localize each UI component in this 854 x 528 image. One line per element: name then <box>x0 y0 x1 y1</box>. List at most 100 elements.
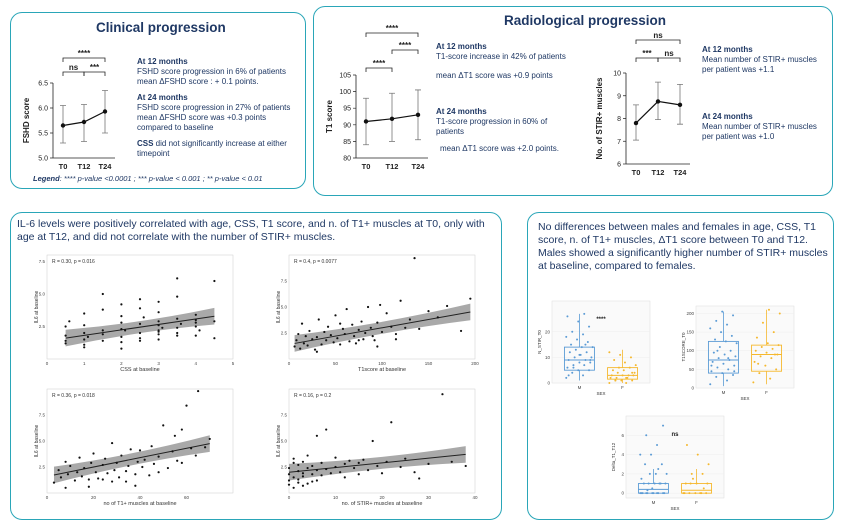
data-point <box>292 461 295 464</box>
nstir-box-chart: 0 10 20N_STIR_T0 SEX M F **** <box>537 300 651 396</box>
data-point <box>295 339 298 342</box>
data-point <box>724 340 727 343</box>
data-point <box>625 376 628 379</box>
y-axis-label: T1SCORE_T0 <box>681 332 686 362</box>
data-point <box>720 331 723 334</box>
data-point <box>734 355 737 358</box>
data-point <box>459 329 463 333</box>
data-point <box>120 454 123 457</box>
data-point <box>427 462 430 465</box>
data-point <box>301 475 305 478</box>
data-point <box>339 322 342 325</box>
data-point <box>376 345 379 348</box>
data-point <box>415 112 421 118</box>
data-point <box>83 466 86 470</box>
data-point <box>760 346 763 348</box>
data-point <box>399 299 402 302</box>
y-tick-label: 10 <box>545 355 551 360</box>
y-tick-label: 7.5 <box>281 413 288 418</box>
data-point <box>297 463 300 467</box>
data-point <box>124 329 127 332</box>
data-point <box>83 331 86 335</box>
data-point <box>418 477 421 480</box>
data-point <box>194 313 197 316</box>
data-point <box>764 364 767 367</box>
data-point <box>334 465 337 469</box>
data-point <box>124 480 128 483</box>
x-tick-label: 20 <box>91 495 97 500</box>
data-point <box>778 312 781 315</box>
data-point <box>326 325 330 328</box>
data-point <box>712 351 715 354</box>
data-point <box>150 445 153 448</box>
data-point <box>644 463 647 466</box>
t1-24m-head: At 24 months <box>436 107 487 116</box>
data-point <box>64 325 67 328</box>
data-point <box>120 347 123 350</box>
data-point <box>441 393 444 396</box>
x-tick-label: 0 <box>46 495 49 500</box>
data-point <box>185 404 188 407</box>
y-tick-label: 6 <box>621 433 624 438</box>
data-point <box>90 461 93 464</box>
data-point <box>360 320 363 323</box>
data-point <box>371 335 374 338</box>
data-point <box>320 474 323 477</box>
y-tick-label: 10 <box>613 71 621 78</box>
x-tick-label: F <box>765 390 768 395</box>
t1-12m-head: At 12 months <box>436 42 487 51</box>
data-point <box>141 465 144 469</box>
data-point <box>691 477 694 480</box>
radiological-progression-title: Radiological progression <box>504 13 667 28</box>
plot-area <box>46 254 234 360</box>
x-tick-label: 1 <box>83 361 86 366</box>
data-point <box>213 337 216 340</box>
data-point <box>97 477 100 480</box>
stir-12m-text: At 12 months Mean number of STIR+ muscle… <box>702 45 830 75</box>
data-point <box>176 459 179 462</box>
data-point <box>86 335 90 338</box>
x-tick-label: 5 <box>232 361 235 366</box>
y-tick-label: 2 <box>621 471 624 476</box>
data-point <box>138 337 142 340</box>
data-point <box>608 382 611 384</box>
data-point <box>721 372 724 375</box>
x-axis-label: SEX <box>670 506 679 511</box>
data-point <box>173 434 176 437</box>
data-point <box>659 482 662 485</box>
plot-area <box>695 305 795 389</box>
legend-label: Legend <box>33 174 60 183</box>
y-tick-label: 20 <box>545 329 551 334</box>
t1-12m-l2: mean ΔT1 score was +0.9 points <box>436 71 553 80</box>
radiological-progression-panel: Radiological progression 80 85 90 95 100 105 T… <box>313 6 833 196</box>
x-axis-label: T1score at baseline <box>358 367 406 373</box>
regression-line <box>288 453 466 473</box>
y-tick-label: 5.0 <box>38 156 48 163</box>
data-point <box>776 353 779 356</box>
stir-24m-text: At 24 months Mean number of STIR+ muscle… <box>702 112 830 142</box>
x-tick-label: T24 <box>99 162 113 171</box>
data-point <box>323 330 326 334</box>
data-point <box>292 476 295 479</box>
data-point <box>616 371 619 374</box>
data-point <box>83 324 86 327</box>
data-point <box>633 120 639 126</box>
data-point <box>665 472 668 475</box>
data-point <box>101 333 104 336</box>
data-point <box>300 322 304 325</box>
data-point <box>418 327 421 330</box>
x-tick-label: 0 <box>288 495 291 500</box>
data-point <box>427 310 430 313</box>
data-point <box>152 462 156 465</box>
data-point <box>588 325 591 328</box>
data-point <box>609 376 612 379</box>
significance-label: **** <box>399 41 412 50</box>
y-tick-label: 5.0 <box>39 292 46 297</box>
box <box>607 367 639 380</box>
x-tick-label: 40 <box>137 495 143 500</box>
data-point <box>715 375 718 378</box>
stir-12m-head: At 12 months <box>702 45 753 54</box>
data-point <box>580 346 583 349</box>
data-point <box>584 343 587 346</box>
data-point <box>566 366 569 369</box>
